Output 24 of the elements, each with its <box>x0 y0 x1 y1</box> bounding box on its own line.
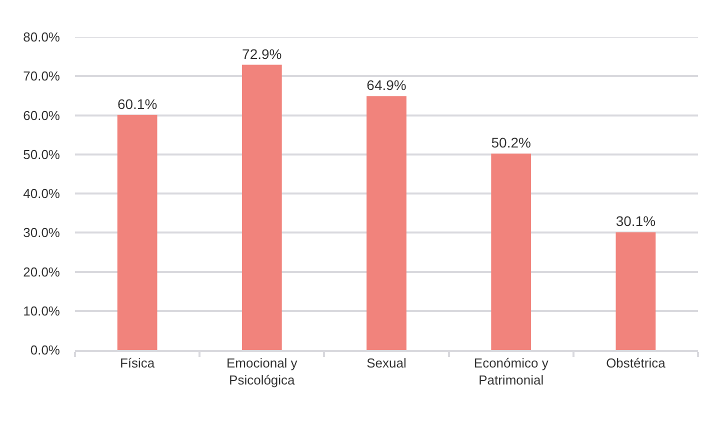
bar <box>366 96 406 350</box>
data-label: 50.2% <box>491 134 531 151</box>
x-tick-label: Económico y Patrimonial <box>474 355 549 388</box>
x-tick-label: Obstétrica <box>606 355 666 370</box>
data-label: 30.1% <box>616 213 656 230</box>
y-tick-label: 20.0% <box>23 264 60 280</box>
y-tick-label: 0.0% <box>30 342 60 358</box>
y-tick-label: 50.0% <box>23 146 60 162</box>
data-label: 60.1% <box>117 96 158 112</box>
y-tick-label: 80.0% <box>23 30 60 45</box>
y-tick-label: 40.0% <box>23 186 60 202</box>
y-tick-label: 10.0% <box>23 303 60 318</box>
bar <box>242 64 282 350</box>
bar <box>117 114 158 350</box>
data-label: 72.9% <box>242 46 282 62</box>
data-label: 64.9% <box>366 77 406 94</box>
y-tick-label: 30.0% <box>23 225 60 240</box>
x-tick-label: Física <box>120 355 156 370</box>
x-tick-label: Emocional y Psicológica <box>226 355 298 388</box>
y-tick-label: 60.0% <box>23 108 60 123</box>
x-tick-label: Sexual <box>366 355 406 370</box>
y-tick-label: 70.0% <box>23 68 60 84</box>
bar <box>616 232 656 350</box>
bar <box>491 154 532 350</box>
